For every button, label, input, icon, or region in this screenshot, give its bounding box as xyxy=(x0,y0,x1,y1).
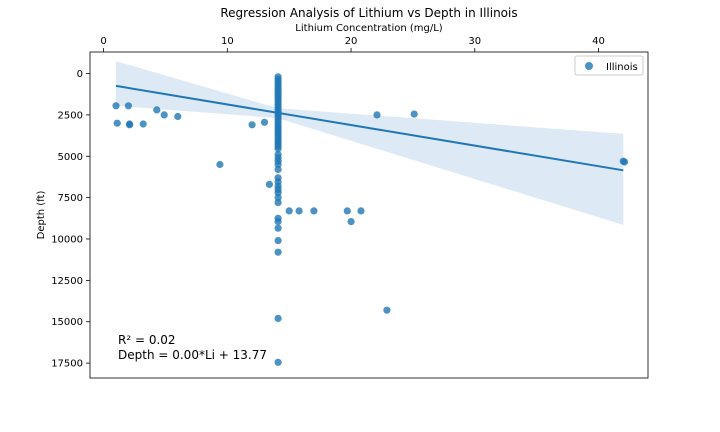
regression-line xyxy=(115,84,624,172)
data-point xyxy=(174,112,182,121)
x-tick-label: 10 xyxy=(221,36,234,47)
data-point xyxy=(153,106,161,114)
plot-area: 0 10 20 30 40 0 2500 5000 7500 10000 12500 15000 175… xyxy=(51,36,649,379)
data-point xyxy=(265,180,273,188)
equation-annotation: Depth = 0.00*Li + 13.77 xyxy=(118,348,267,362)
y-axis-title: Depth (ft) xyxy=(36,191,47,240)
data-point xyxy=(274,165,282,174)
y-tick-label: 15000 xyxy=(51,317,83,328)
y-tick-label: 17500 xyxy=(51,359,83,370)
data-point xyxy=(248,121,256,129)
legend-label: Illinois xyxy=(606,62,638,73)
data-point xyxy=(160,111,168,119)
x-tick-label: 0 xyxy=(100,36,106,47)
y-tick-label: 12500 xyxy=(51,276,83,287)
x-axis-title: Lithium Concentration (mg/L) xyxy=(295,23,442,34)
y-tick-label: 0 xyxy=(77,69,83,80)
x-tick-label: 40 xyxy=(592,36,605,47)
data-point xyxy=(274,199,282,207)
data-point xyxy=(620,158,629,166)
data-point xyxy=(274,194,282,202)
data-point xyxy=(274,358,282,366)
y-tick-label: 2500 xyxy=(58,110,83,121)
legend: Illinois xyxy=(574,55,644,76)
legend-marker xyxy=(585,62,593,70)
data-point xyxy=(310,207,318,215)
data-point xyxy=(357,207,365,215)
data-point xyxy=(216,160,224,169)
data-point xyxy=(410,110,418,118)
data-point xyxy=(274,237,282,245)
data-point xyxy=(113,119,121,127)
data-point xyxy=(347,218,355,226)
data-point xyxy=(126,121,134,129)
data-point xyxy=(274,218,282,226)
data-point xyxy=(343,207,351,215)
chart-title: Regression Analysis of Lithium vs Depth … xyxy=(220,6,517,20)
data-point xyxy=(274,314,282,322)
data-point xyxy=(285,207,293,215)
data-point xyxy=(274,145,282,153)
data-point xyxy=(124,102,132,110)
plot-frame xyxy=(89,51,649,379)
data-point xyxy=(112,102,120,110)
data-point xyxy=(274,160,282,169)
data-point xyxy=(383,306,391,314)
x-tick-label: 20 xyxy=(345,36,358,47)
data-point xyxy=(295,207,303,215)
data-point xyxy=(274,224,282,232)
data-point xyxy=(373,111,381,119)
y-tick-label: 5000 xyxy=(58,152,83,163)
r-squared-annotation: R² = 0.02 xyxy=(118,333,176,347)
x-tick-label: 30 xyxy=(468,36,481,47)
y-tick-label: 7500 xyxy=(58,193,83,204)
legend-box xyxy=(574,55,644,76)
data-point xyxy=(139,120,147,128)
y-tick-label: 10000 xyxy=(51,234,83,245)
confidence-band xyxy=(116,61,624,225)
data-point xyxy=(274,248,282,256)
data-point xyxy=(260,118,269,126)
